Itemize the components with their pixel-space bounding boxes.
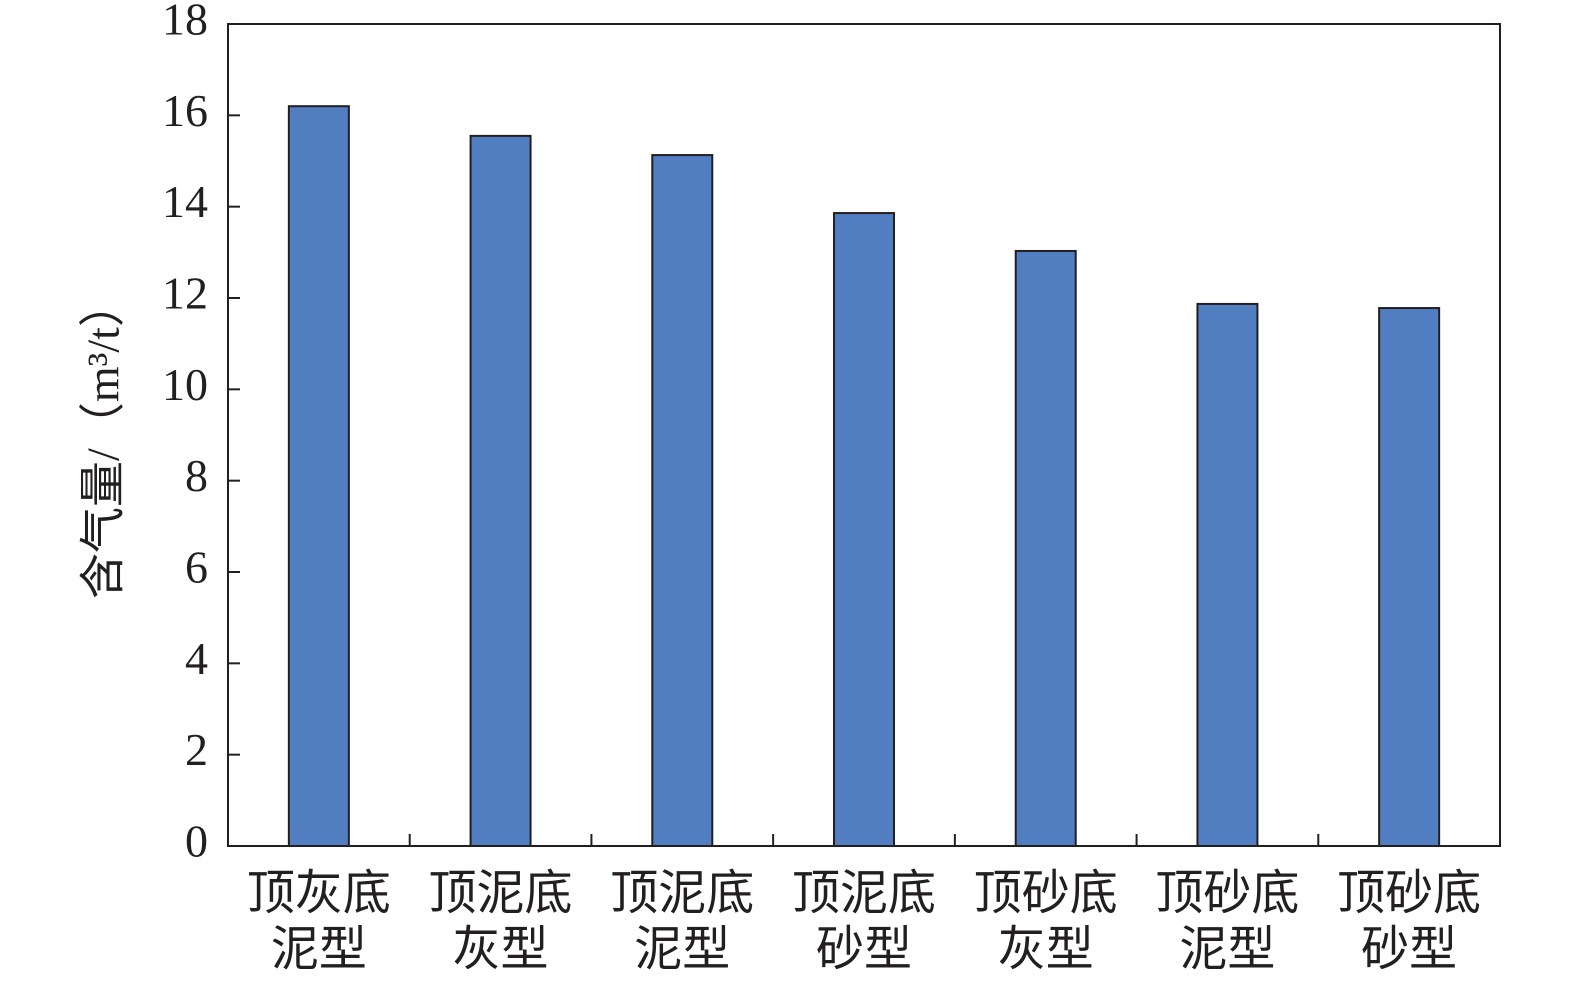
y-tick-label: 2: [185, 724, 208, 775]
bar: [1378, 307, 1441, 847]
bar: [469, 134, 532, 847]
bar: [651, 154, 714, 847]
x-tick-label: 顶灰底泥型: [246, 867, 391, 976]
y-tick-label: 16: [162, 85, 208, 136]
y-tick-label: 14: [162, 176, 208, 227]
x-tick-label: 顶砂底泥型: [1155, 867, 1300, 976]
y-axis-label: 含气量/（m³/t）: [78, 281, 129, 599]
y-tick-label: 10: [162, 359, 208, 410]
x-tick-label: 顶泥底泥型: [610, 867, 755, 976]
y-tick-label: 12: [162, 268, 208, 319]
bar: [833, 212, 895, 847]
y-tick-label: 0: [185, 816, 208, 867]
x-tick-label: 顶泥底灰型: [428, 867, 573, 976]
x-tick-label: 顶泥底砂型: [791, 867, 936, 976]
bar: [1196, 302, 1259, 848]
bar: [1014, 249, 1077, 848]
x-tick-label: 顶砂底灰型: [973, 867, 1118, 976]
y-tick-label: 18: [162, 0, 208, 45]
y-tick-label: 8: [185, 450, 208, 501]
y-tick-label: 6: [185, 542, 208, 593]
bar: [287, 105, 350, 847]
x-tick-label: 顶砂底砂型: [1337, 867, 1482, 976]
y-tick-label: 4: [185, 633, 208, 684]
